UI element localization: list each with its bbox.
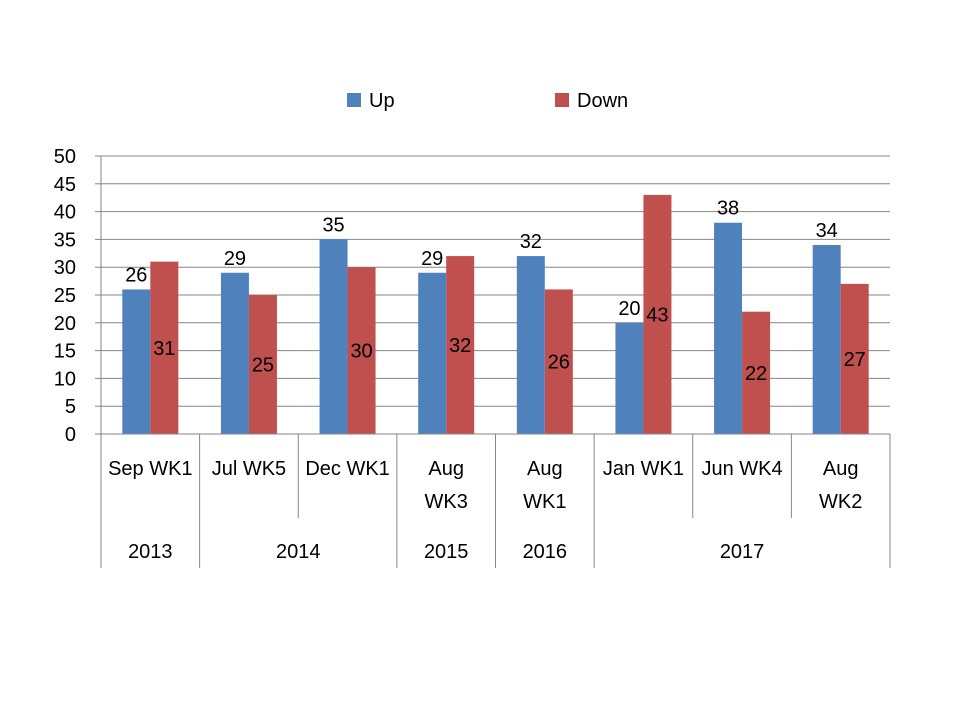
bar-up bbox=[418, 272, 447, 434]
data-labels: 26 31 29 25 35 30 29 32 32 26 20 43 38 22 34 27 bbox=[125, 198, 866, 385]
axes bbox=[100, 156, 891, 568]
y-tick-label: 10 bbox=[54, 368, 76, 390]
y-tick-label: 30 bbox=[54, 257, 76, 279]
bar-down bbox=[150, 261, 179, 434]
data-label-up: 29 bbox=[421, 248, 443, 270]
x-category-label: Dec WK1 bbox=[305, 458, 389, 480]
x-group-label: 2015 bbox=[424, 541, 469, 563]
x-group-label: 2016 bbox=[523, 541, 568, 563]
gridlines bbox=[95, 155, 890, 435]
data-label-down: 27 bbox=[844, 349, 866, 371]
x-category-label: Aug bbox=[428, 458, 464, 480]
x-group-label: 2017 bbox=[720, 541, 765, 563]
bar-down bbox=[742, 311, 771, 434]
legend-swatch-up bbox=[347, 93, 361, 107]
y-axis-tick-labels: 0 5 10 15 20 25 30 35 40 45 50 bbox=[54, 146, 76, 446]
data-label-up: 38 bbox=[717, 198, 739, 220]
bar-up bbox=[516, 256, 545, 434]
legend-label-down: Down bbox=[577, 90, 628, 112]
bar-down bbox=[544, 289, 573, 434]
x-axis-group-labels: 2013 2014 2015 2016 2017 bbox=[128, 541, 764, 563]
y-tick-label: 0 bbox=[65, 424, 76, 446]
y-tick-label: 50 bbox=[54, 146, 76, 168]
y-tick-label: 15 bbox=[54, 341, 76, 363]
legend: Up Down bbox=[347, 90, 628, 112]
x-category-label: Jul WK5 bbox=[212, 458, 286, 480]
y-tick-label: 20 bbox=[54, 313, 76, 335]
legend-label-up: Up bbox=[369, 90, 395, 112]
bars bbox=[122, 194, 869, 434]
bar-up bbox=[714, 222, 743, 434]
data-label-down: 43 bbox=[646, 304, 668, 326]
data-label-down: 32 bbox=[449, 335, 471, 357]
data-label-up: 32 bbox=[520, 231, 542, 253]
x-category-label: WK3 bbox=[425, 491, 468, 513]
bar-up bbox=[122, 289, 151, 434]
data-label-down: 25 bbox=[252, 355, 274, 377]
data-label-up: 29 bbox=[224, 248, 246, 270]
x-category-label: WK1 bbox=[523, 491, 566, 513]
bar-down bbox=[643, 194, 672, 434]
data-label-down: 26 bbox=[548, 352, 570, 374]
data-label-down: 30 bbox=[350, 341, 372, 363]
x-category-label: Jun WK4 bbox=[701, 458, 782, 480]
y-tick-label: 25 bbox=[54, 285, 76, 307]
bar-down bbox=[446, 256, 475, 434]
x-category-label: Aug bbox=[527, 458, 563, 480]
x-category-label: Sep WK1 bbox=[108, 458, 192, 480]
bar-down bbox=[248, 295, 277, 434]
x-group-label: 2014 bbox=[276, 541, 321, 563]
bar-up bbox=[812, 244, 841, 434]
x-group-label: 2013 bbox=[128, 541, 173, 563]
x-category-label: WK2 bbox=[819, 491, 862, 513]
data-label-up: 34 bbox=[816, 220, 838, 242]
data-label-down: 22 bbox=[745, 363, 767, 385]
bar-up bbox=[220, 272, 249, 434]
x-category-label: Jan WK1 bbox=[603, 458, 684, 480]
y-tick-label: 45 bbox=[54, 174, 76, 196]
data-label-up: 20 bbox=[618, 298, 640, 320]
y-tick-label: 40 bbox=[54, 202, 76, 224]
y-tick-label: 5 bbox=[65, 396, 76, 418]
bar-down bbox=[840, 283, 869, 434]
legend-swatch-down bbox=[555, 93, 569, 107]
bar-up bbox=[615, 322, 644, 434]
x-axis-category-labels: Sep WK1 Jul WK5 Dec WK1 Aug WK3 Aug WK1 Jan WK1… bbox=[108, 458, 862, 513]
data-label-up: 26 bbox=[125, 264, 147, 286]
x-category-label: Aug bbox=[823, 458, 859, 480]
data-label-up: 35 bbox=[322, 214, 344, 236]
data-label-down: 31 bbox=[153, 338, 175, 360]
y-tick-label: 35 bbox=[54, 229, 76, 251]
bar-up bbox=[319, 239, 348, 434]
bar-down bbox=[347, 267, 376, 434]
